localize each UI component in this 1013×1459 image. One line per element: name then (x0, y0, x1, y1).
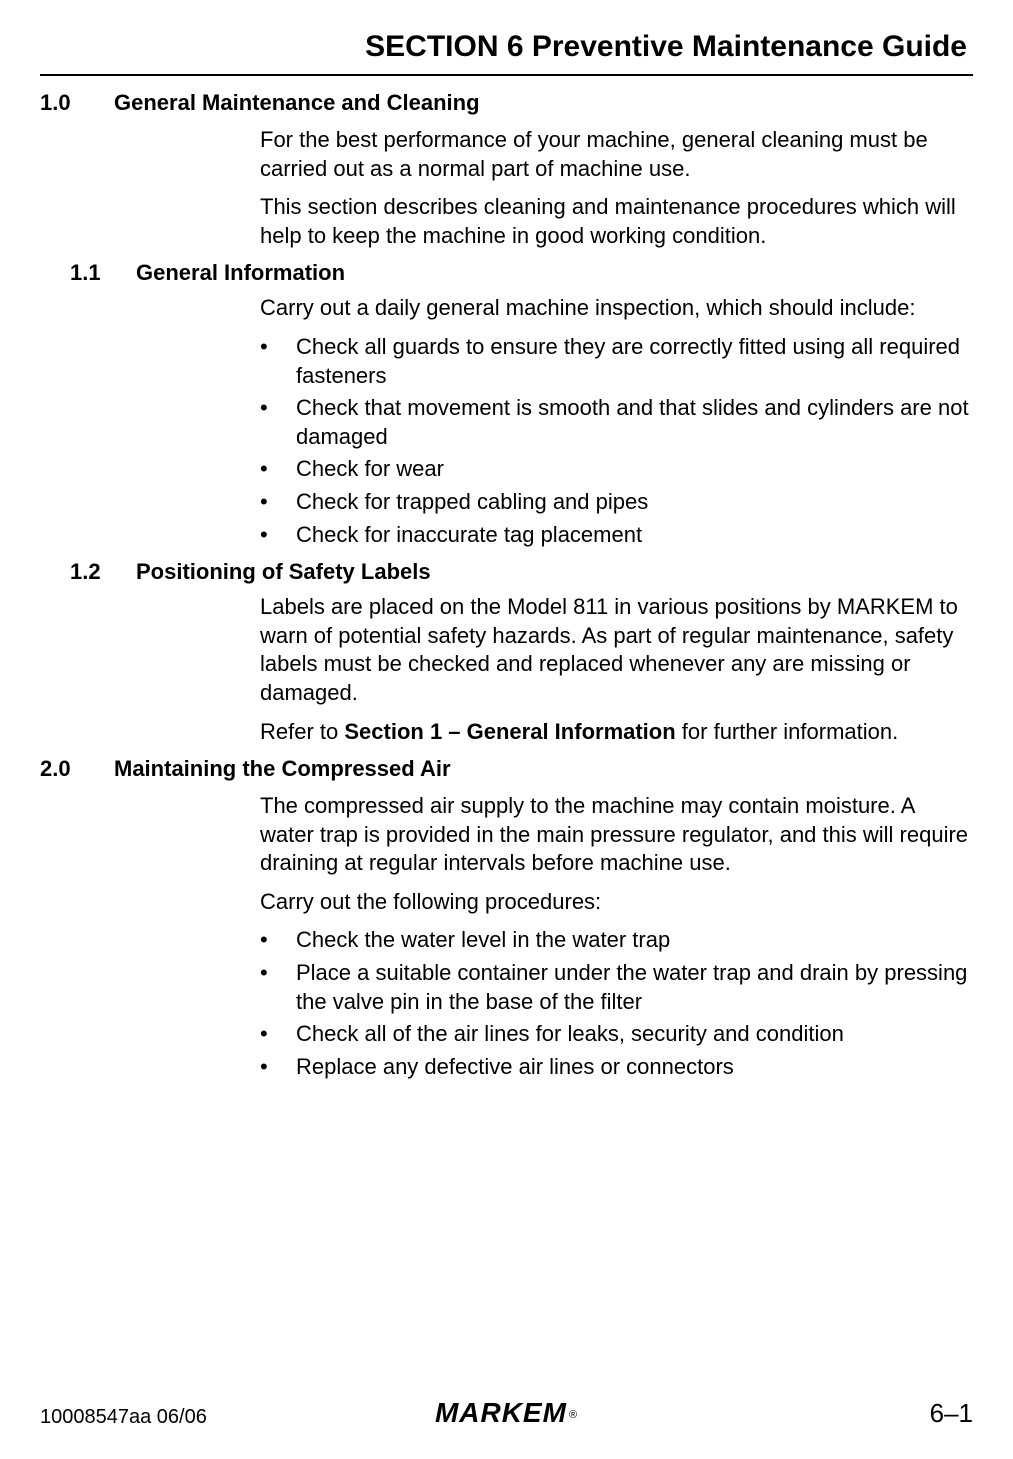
subsection-heading: 1.2 Positioning of Safety Labels (40, 559, 973, 585)
list-item: •Check that movement is smooth and that … (260, 394, 973, 451)
bullet-icon: • (260, 333, 296, 390)
section-title: Maintaining the Compressed Air (114, 756, 451, 782)
section-number: 2.0 (40, 756, 114, 782)
footer-doc-id: 10008547aa 06/06 (40, 1406, 207, 1429)
subsection-title: Positioning of Safety Labels (136, 559, 431, 585)
refer-bold: Section 1 – General Information (344, 719, 675, 744)
body-paragraph: For the best performance of your machine… (260, 126, 973, 183)
title-rule (40, 74, 973, 76)
subsection-number: 1.1 (70, 260, 136, 286)
bullet-text: Replace any defective air lines or conne… (296, 1053, 973, 1082)
list-item: •Replace any defective air lines or conn… (260, 1053, 973, 1082)
list-item: •Check all of the air lines for leaks, s… (260, 1020, 973, 1049)
bullet-text: Check all of the air lines for leaks, se… (296, 1020, 973, 1049)
list-item: •Check for inaccurate tag placement (260, 521, 973, 550)
bullet-icon: • (260, 394, 296, 451)
logo-text: MARKEM (435, 1397, 567, 1428)
footer-logo: MARKEM® (435, 1397, 578, 1429)
bullet-icon: • (260, 926, 296, 955)
bullet-text: Check for trapped cabling and pipes (296, 488, 973, 517)
subsection-number: 1.2 (70, 559, 136, 585)
section-number: 1.0 (40, 90, 114, 116)
bullet-icon: • (260, 455, 296, 484)
bullet-text: Place a suitable container under the wat… (296, 959, 973, 1016)
bullet-text: Check the water level in the water trap (296, 926, 973, 955)
bullet-text: Check all guards to ensure they are corr… (296, 333, 973, 390)
bullet-text: Check that movement is smooth and that s… (296, 394, 973, 451)
list-item: •Check all guards to ensure they are cor… (260, 333, 973, 390)
bullet-icon: • (260, 521, 296, 550)
body-paragraph: Refer to Section 1 – General Information… (260, 718, 973, 747)
bullet-text: Check for inaccurate tag placement (296, 521, 973, 550)
footer-page-number: 6–1 (930, 1398, 973, 1429)
list-item: •Check the water level in the water trap (260, 926, 973, 955)
page-footer: 10008547aa 06/06 MARKEM® 6–1 (40, 1398, 973, 1429)
bullet-icon: • (260, 1020, 296, 1049)
section-title: General Maintenance and Cleaning (114, 90, 480, 116)
list-item: •Check for trapped cabling and pipes (260, 488, 973, 517)
body-paragraph: Carry out the following procedures: (260, 888, 973, 917)
section-heading: 2.0 Maintaining the Compressed Air (40, 756, 973, 782)
section-heading: 1.0 General Maintenance and Cleaning (40, 90, 973, 116)
refer-prefix: Refer to (260, 719, 344, 744)
bullet-list: •Check all guards to ensure they are cor… (260, 333, 973, 549)
bullet-list: •Check the water level in the water trap… (260, 926, 973, 1081)
subsection-heading: 1.1 General Information (40, 260, 973, 286)
body-paragraph: This section describes cleaning and main… (260, 193, 973, 250)
bullet-icon: • (260, 959, 296, 1016)
registered-icon: ® (569, 1409, 578, 1421)
bullet-icon: • (260, 1053, 296, 1082)
list-item: •Place a suitable container under the wa… (260, 959, 973, 1016)
bullet-text: Check for wear (296, 455, 973, 484)
page-title: SECTION 6 Preventive Maintenance Guide (40, 30, 973, 64)
body-paragraph: Labels are placed on the Model 811 in va… (260, 593, 973, 707)
subsection-title: General Information (136, 260, 345, 286)
bullet-icon: • (260, 488, 296, 517)
body-paragraph: The compressed air supply to the machine… (260, 792, 973, 878)
body-paragraph: Carry out a daily general machine inspec… (260, 294, 973, 323)
refer-suffix: for further information. (676, 719, 899, 744)
list-item: •Check for wear (260, 455, 973, 484)
